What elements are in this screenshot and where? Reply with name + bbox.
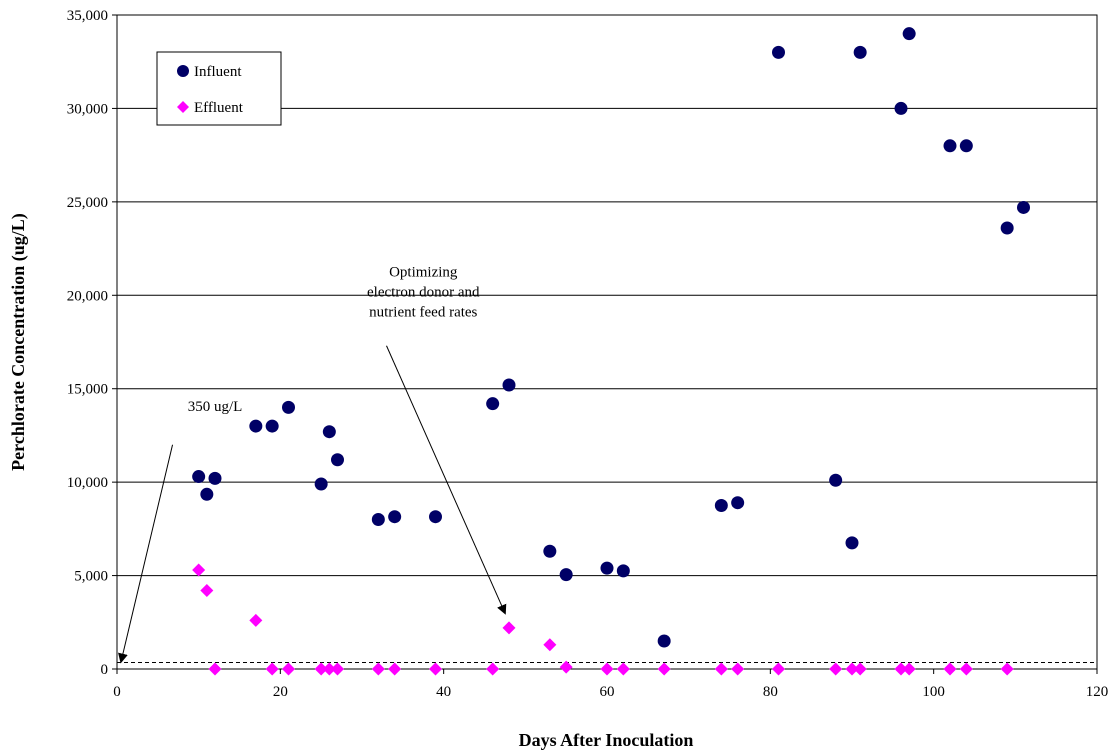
influent-point <box>1017 200 1030 214</box>
effluent-point <box>208 662 222 676</box>
y-tick-label: 30,000 <box>67 101 108 117</box>
legend-effluent-label: Effluent <box>194 100 244 116</box>
influent-point <box>1000 221 1014 235</box>
effluent-point <box>371 662 385 676</box>
effluent-point <box>902 662 916 676</box>
influent-point <box>559 568 573 582</box>
influent-point <box>959 139 973 153</box>
influent-point <box>502 378 516 392</box>
y-tick-label: 0 <box>101 662 109 678</box>
x-tick-label: 120 <box>1086 684 1109 700</box>
grid-lines <box>117 107 1097 577</box>
y-tick-label: 25,000 <box>67 195 108 211</box>
effluent-point <box>943 662 957 676</box>
influent-point <box>829 473 843 487</box>
effluent-point <box>502 621 516 635</box>
legend-influent-label: Influent <box>194 64 242 80</box>
x-axis: 0 20 40 60 80 100 120 <box>113 669 1108 700</box>
effluent-point <box>314 662 328 676</box>
effluent-point <box>331 662 344 676</box>
legend-box <box>156 51 282 126</box>
x-tick-label: 80 <box>763 684 778 700</box>
influent-point <box>314 477 328 491</box>
influent-point <box>331 453 344 467</box>
influent-point <box>616 564 630 578</box>
effluent-point <box>200 584 214 598</box>
effluent-point <box>894 662 908 676</box>
series-group <box>192 27 1030 676</box>
y-axis-title: Perchlorate Concentration (ug/L) <box>8 213 29 471</box>
annotation-arrow <box>386 345 507 615</box>
effluent-point <box>731 662 745 676</box>
annotation-text: Optimizing <box>389 265 458 281</box>
influent-point <box>543 544 557 558</box>
x-axis-title: Days After Inoculation <box>519 730 694 750</box>
influent-point <box>600 561 614 575</box>
effluent-point <box>714 662 728 676</box>
influent-point <box>322 425 336 439</box>
x-tick-label: 20 <box>273 684 288 700</box>
influent-point <box>200 487 214 501</box>
influent-point <box>731 496 745 510</box>
y-tick-label: 15,000 <box>67 382 108 398</box>
annotations-group: 350 ug/L Optimizing electron donor and nutr… <box>118 265 507 664</box>
influent-point <box>192 470 206 484</box>
effluent-point <box>322 662 336 676</box>
x-tick-label: 100 <box>922 684 945 700</box>
annotation-arrow <box>118 444 174 664</box>
annotation-text: electron donor and <box>367 285 480 301</box>
influent-point <box>486 397 500 411</box>
y-tick-label: 20,000 <box>67 288 108 304</box>
influent-point <box>902 27 916 41</box>
influent-point <box>894 101 908 115</box>
effluent-point <box>829 662 843 676</box>
effluent-point <box>772 662 785 676</box>
y-tick-label: 10,000 <box>67 475 108 491</box>
effluent-point <box>249 613 263 627</box>
effluent-point <box>657 662 671 676</box>
y-axis: 0 5,000 10,000 15,000 20,000 25,000 30,000 35,0… <box>67 8 117 678</box>
influent-point <box>208 471 222 485</box>
effluent-point <box>543 638 557 652</box>
influent-point <box>853 45 867 59</box>
effluent-point <box>265 662 279 676</box>
effluent-point <box>959 662 973 676</box>
legend-influent-marker <box>177 65 189 77</box>
influent-point <box>371 513 385 527</box>
effluent-point <box>600 662 614 676</box>
effluent-point <box>616 662 630 676</box>
influent-point <box>845 536 859 550</box>
x-tick-label: 0 <box>113 684 121 700</box>
effluent-point <box>429 662 442 676</box>
influent-point <box>249 419 263 433</box>
effluent-point <box>192 563 206 577</box>
effluent-point <box>853 662 867 676</box>
effluent-point <box>282 662 295 676</box>
legend-effluent-marker <box>177 101 189 113</box>
influent-point <box>282 400 295 414</box>
influent-point <box>772 45 785 59</box>
y-tick-label: 35,000 <box>67 8 108 24</box>
influent-point <box>714 499 728 512</box>
x-tick-label: 60 <box>600 684 615 700</box>
influent-point <box>429 510 442 524</box>
influent-point <box>657 634 671 648</box>
influent-point <box>388 510 402 524</box>
annotation-text: 350 ug/L <box>188 399 243 415</box>
effluent-point <box>1000 662 1014 676</box>
effluent-point <box>559 660 573 674</box>
y-tick-label: 5,000 <box>74 569 108 585</box>
influent-point <box>265 419 279 433</box>
annotation-text: nutrient feed rates <box>369 305 477 321</box>
legend: Influent Effluent <box>156 51 282 126</box>
effluent-point <box>486 662 500 676</box>
x-tick-label: 40 <box>436 684 451 700</box>
effluent-point <box>845 662 859 676</box>
influent-point <box>943 139 957 153</box>
effluent-point <box>388 662 402 676</box>
